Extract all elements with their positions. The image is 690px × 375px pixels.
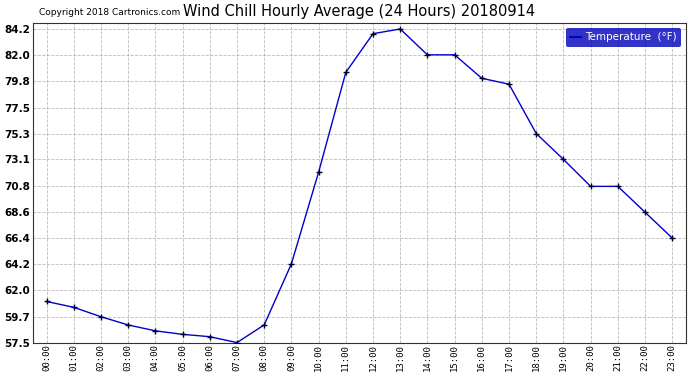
Legend: Temperature  (°F): Temperature (°F) (566, 28, 680, 46)
Title: Wind Chill Hourly Average (24 Hours) 20180914: Wind Chill Hourly Average (24 Hours) 201… (184, 4, 535, 19)
Text: Copyright 2018 Cartronics.com: Copyright 2018 Cartronics.com (39, 8, 181, 17)
